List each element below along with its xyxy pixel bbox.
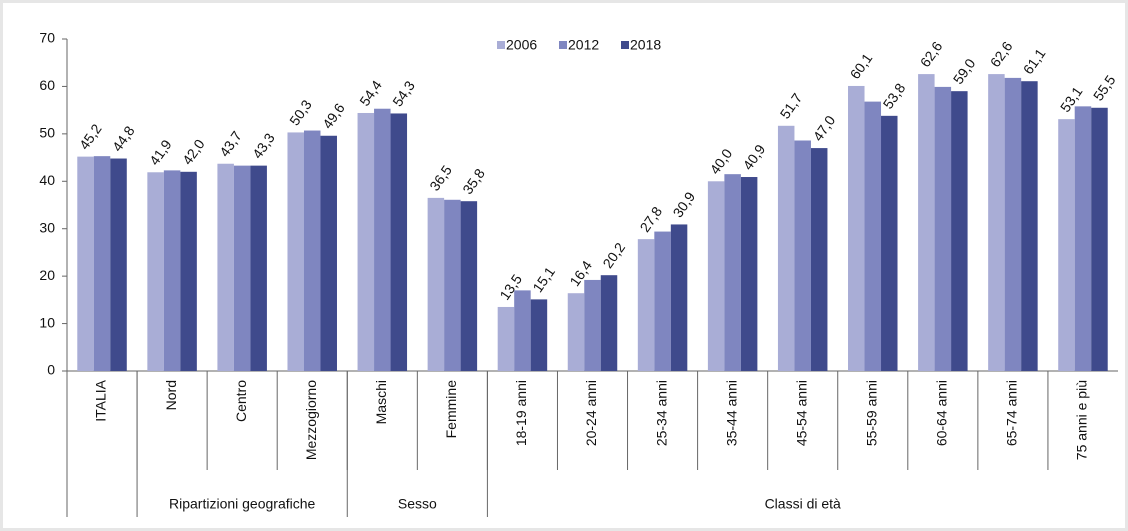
- y-tick-label: 10: [39, 314, 55, 330]
- bar: [217, 163, 234, 371]
- x-tick-label: 18-19 anni: [513, 380, 529, 446]
- bar: [918, 74, 935, 372]
- bar: [988, 74, 1005, 372]
- y-tick-label: 20: [39, 267, 55, 283]
- bar: [250, 165, 267, 371]
- bar: [180, 171, 197, 371]
- bar: [600, 275, 618, 371]
- y-tick-label: 30: [39, 219, 55, 235]
- legend-swatch: [497, 41, 505, 49]
- bar: [567, 293, 585, 371]
- bar: [460, 201, 478, 371]
- x-tick-label: 20-24 anni: [583, 380, 599, 446]
- x-tick-label: ITALIA: [93, 379, 109, 421]
- bar: [163, 170, 181, 371]
- x-tick-label: 55-59 anni: [863, 380, 879, 446]
- x-tick-label: Femmine: [443, 380, 459, 439]
- legend-swatch: [559, 41, 567, 49]
- bar: [93, 156, 111, 371]
- legend-label: 2012: [568, 37, 599, 53]
- x-tick-label: Mezzogiorno: [303, 380, 319, 460]
- x-tick-label: Centro: [233, 380, 249, 422]
- y-tick-label: 50: [39, 125, 55, 141]
- group-label: Ripartizioni geografiche: [169, 496, 316, 512]
- y-tick-label: 70: [39, 30, 55, 46]
- bar: [810, 148, 828, 371]
- bar: [287, 132, 304, 371]
- y-tick-label: 0: [47, 362, 55, 378]
- bar: [357, 112, 375, 371]
- x-tick-label: 60-64 anni: [934, 380, 950, 446]
- bar: [390, 113, 408, 371]
- bar: [110, 158, 127, 371]
- bar: [670, 224, 688, 371]
- group-label: Classi di età: [765, 496, 841, 512]
- bar: [303, 130, 321, 371]
- x-tick-label: Nord: [163, 380, 179, 410]
- legend-label: 2006: [506, 37, 537, 53]
- y-tick-label: 40: [39, 172, 55, 188]
- bar: [934, 86, 952, 371]
- bar: [777, 125, 795, 372]
- x-tick-label: Maschi: [373, 380, 389, 424]
- bar: [654, 231, 671, 371]
- bar: [77, 156, 94, 371]
- bar: [881, 115, 898, 371]
- bar: [848, 85, 865, 371]
- x-tick-label: 35-44 anni: [723, 380, 739, 446]
- x-tick-label: 75 anni e più: [1074, 380, 1090, 460]
- bar: [1058, 119, 1075, 371]
- group-label: Sesso: [398, 496, 437, 512]
- bar: [147, 172, 164, 371]
- bar: [530, 299, 548, 371]
- bar: [320, 135, 337, 371]
- bar: [1091, 107, 1108, 372]
- bar: [427, 197, 445, 371]
- bar: [1074, 106, 1092, 371]
- legend-label: 2018: [630, 37, 661, 53]
- bar: [864, 101, 882, 371]
- x-tick-label: 25-34 anni: [653, 380, 669, 446]
- x-tick-label: 65-74 anni: [1004, 380, 1020, 446]
- x-tick-label: 45-54 anni: [793, 380, 809, 446]
- bar: [584, 279, 601, 371]
- bar: [707, 181, 725, 371]
- bar: [497, 306, 515, 371]
- bar: [233, 165, 251, 371]
- bar: [794, 140, 811, 371]
- bar: [951, 91, 968, 372]
- bar: [637, 239, 655, 371]
- bar: [1021, 81, 1038, 371]
- bar: [740, 177, 758, 371]
- bar: [514, 290, 531, 371]
- bar: [374, 108, 391, 371]
- bar: [1004, 77, 1022, 372]
- y-tick-label: 60: [39, 77, 55, 93]
- bar: [444, 199, 461, 371]
- bar: [724, 174, 741, 371]
- legend-swatch: [621, 41, 629, 49]
